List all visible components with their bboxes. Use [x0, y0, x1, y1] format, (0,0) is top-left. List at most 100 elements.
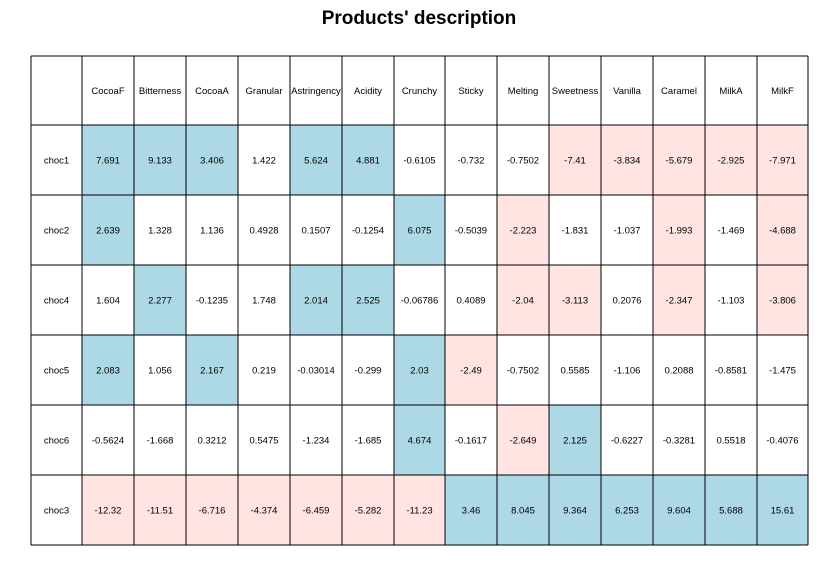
cell-value-choc2-MilkF: -4.688	[769, 226, 796, 237]
column-header-Astringency: Astringency	[291, 86, 341, 97]
cell-value-choc2-Crunchy: 6.075	[408, 226, 432, 237]
cell-bg-choc6-Vanilla	[601, 405, 653, 475]
cell-value-choc4-MilkF: -3.806	[769, 296, 796, 307]
cell-bg-choc6-Granular	[238, 405, 290, 475]
cell-bg-choc1-Vanilla	[601, 125, 653, 195]
cell-value-choc2-CocoaF: 2.639	[96, 226, 120, 237]
cell-value-choc1-Caramel: -5.679	[666, 156, 693, 167]
cell-value-choc2-Astringency: 0.1507	[301, 226, 330, 237]
cell-bg-choc4-Vanilla	[601, 265, 653, 335]
cell-value-choc4-Vanilla: 0.2076	[612, 296, 641, 307]
column-header-Melting: Melting	[508, 86, 539, 97]
cell-value-choc6-Bitterness: -1.668	[147, 436, 174, 447]
row-label-choc2: choc2	[44, 226, 69, 237]
cell-bg-choc6-Acidity	[342, 405, 394, 475]
cell-bg-choc3-MilkA	[705, 475, 757, 545]
cell-bg-choc2-Sweetness	[549, 195, 601, 265]
cell-bg-choc4-CocoaA	[186, 265, 238, 335]
cell-bg-choc2-Vanilla	[601, 195, 653, 265]
cell-value-choc6-Granular: 0.5475	[249, 436, 278, 447]
cell-value-choc5-CocoaF: 2.083	[96, 366, 120, 377]
cell-value-choc4-Sweetness: -3.113	[562, 296, 588, 307]
cell-bg-choc3-MilkF	[757, 475, 808, 545]
cell-value-choc1-Bitterness: 9.133	[148, 156, 172, 167]
cell-value-choc1-Astringency: 5.624	[304, 156, 328, 167]
cell-value-choc1-Granular: 1.422	[252, 156, 276, 167]
cell-value-choc6-Crunchy: 4.674	[408, 436, 432, 447]
cell-value-choc3-MilkF: 15.61	[771, 506, 795, 517]
cell-bg-choc4-MilkA	[705, 265, 757, 335]
cell-value-choc3-Acidity: -5.282	[355, 506, 382, 517]
cell-bg-choc6-MilkF	[757, 405, 808, 475]
cell-bg-choc3-Vanilla	[601, 475, 653, 545]
cell-bg-choc4-MilkF	[757, 265, 808, 335]
cell-value-choc4-Bitterness: 2.277	[148, 296, 172, 307]
cell-bg-choc5-Acidity	[342, 335, 394, 405]
cell-value-choc4-Acidity: 2.525	[356, 296, 380, 307]
cell-value-choc1-Crunchy: -0.6105	[403, 156, 435, 167]
cell-value-choc6-Melting: -2.649	[510, 436, 537, 447]
cell-value-choc3-Granular: -4.374	[251, 506, 278, 517]
cell-bg-choc1-Sweetness	[549, 125, 601, 195]
cell-value-choc5-Melting: -0.7502	[507, 366, 539, 377]
cell-bg-choc3-Melting	[497, 475, 549, 545]
cell-value-choc4-Astringency: 2.014	[304, 296, 328, 307]
cell-bg-choc2-Acidity	[342, 195, 394, 265]
cell-value-choc1-Sweetness: -7.41	[564, 156, 586, 167]
cell-bg-choc1-CocoaA	[186, 125, 238, 195]
cell-value-choc6-MilkF: -0.4076	[766, 436, 798, 447]
column-header-MilkF: MilkF	[771, 86, 794, 97]
cell-value-choc3-CocoaA: -6.716	[199, 506, 226, 517]
cell-value-choc5-Bitterness: 1.056	[148, 366, 172, 377]
cell-bg-choc4-Caramel	[653, 265, 705, 335]
cell-value-choc2-Bitterness: 1.328	[148, 226, 172, 237]
cell-value-choc3-Melting: 8.045	[511, 506, 535, 517]
cell-value-choc6-Astringency: -1.234	[303, 436, 330, 447]
cell-bg-choc3-CocoaF	[82, 475, 134, 545]
cell-bg-choc6-Melting	[497, 405, 549, 475]
cell-value-choc3-Bitterness: -11.51	[147, 506, 173, 517]
cell-value-choc5-MilkA: -0.8581	[715, 366, 747, 377]
cell-value-choc3-CocoaF: -12.32	[95, 506, 122, 517]
cell-bg-choc6-Sweetness	[549, 405, 601, 475]
cell-value-choc2-Caramel: -1.993	[666, 226, 693, 237]
cell-value-choc1-CocoaA: 3.406	[200, 156, 224, 167]
cell-value-choc1-MilkF: -7.971	[769, 156, 796, 167]
cell-bg-choc4-Bitterness	[134, 265, 186, 335]
cell-bg-choc2-MilkF	[757, 195, 808, 265]
cell-bg-choc2-CocoaA	[186, 195, 238, 265]
row-label-choc4: choc4	[44, 296, 69, 307]
cell-bg-choc1-CocoaF	[82, 125, 134, 195]
cell-value-choc5-MilkF: -1.475	[769, 366, 796, 377]
cell-bg-choc1-Acidity	[342, 125, 394, 195]
cell-value-choc6-Caramel: -0.3281	[663, 436, 695, 447]
cell-bg-choc3-CocoaA	[186, 475, 238, 545]
row-label-choc5: choc5	[44, 366, 69, 377]
cell-bg-choc1-Sticky	[445, 125, 497, 195]
cell-value-choc3-Vanilla: 6.253	[615, 506, 639, 517]
cell-bg-choc2-Astringency	[290, 195, 342, 265]
cell-bg-choc3-Acidity	[342, 475, 394, 545]
cell-bg-choc3-Caramel	[653, 475, 705, 545]
cell-bg-choc5-Sticky	[445, 335, 497, 405]
cell-bg-choc5-Melting	[497, 335, 549, 405]
cell-value-choc1-Sticky: -0.732	[458, 156, 485, 167]
cell-bg-choc5-Bitterness	[134, 335, 186, 405]
cell-value-choc4-Granular: 1.748	[252, 296, 276, 307]
cell-bg-choc5-Caramel	[653, 335, 705, 405]
cell-bg-choc5-CocoaF	[82, 335, 134, 405]
column-header-Bitterness: Bitterness	[139, 86, 181, 97]
cell-bg-choc3-Sticky	[445, 475, 497, 545]
cell-value-choc1-Vanilla: -3.834	[614, 156, 641, 167]
cell-bg-choc5-Astringency	[290, 335, 342, 405]
cell-bg-choc6-Crunchy	[394, 405, 445, 475]
cell-bg-choc1-MilkF	[757, 125, 808, 195]
cell-value-choc4-Crunchy: -0.06786	[401, 296, 439, 307]
cell-bg-choc2-Melting	[497, 195, 549, 265]
column-header-CocoaF: CocoaF	[91, 86, 124, 97]
cell-bg-choc1-Bitterness	[134, 125, 186, 195]
cell-bg-choc1-Caramel	[653, 125, 705, 195]
cell-bg-choc1-Crunchy	[394, 125, 445, 195]
cell-bg-choc2-Bitterness	[134, 195, 186, 265]
cell-value-choc1-MilkA: -2.925	[718, 156, 745, 167]
